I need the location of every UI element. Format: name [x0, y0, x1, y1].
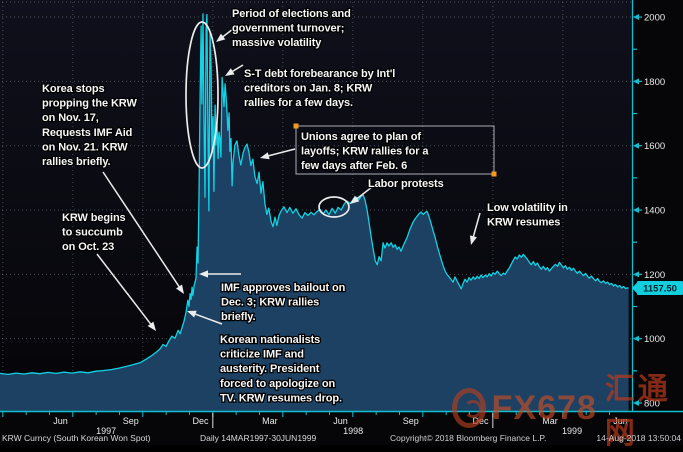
annotation-line: KRW resumes	[487, 217, 560, 229]
price-area	[0, 13, 629, 413]
annotation-arrow-korea-stops-propping	[102, 171, 183, 292]
x-month-label: Jun	[53, 416, 68, 426]
y-axis-label: 800	[644, 398, 660, 409]
annotation-low-volatility[interactable]: Low volatility in KRW resumes	[486, 201, 570, 230]
y-tick-arrow	[633, 271, 639, 278]
footer-period: Daily 14MAR1997-30JUN1999	[200, 433, 317, 443]
x-year-label: 1998	[343, 426, 363, 436]
annotation-line: on Nov. 21. KRW	[42, 141, 128, 153]
y-axis-label: 1800	[644, 77, 665, 88]
annotation-line: Period of elections and	[232, 8, 351, 20]
x-month-label: Mar	[262, 416, 278, 426]
annotation-line: on Oct. 23	[62, 241, 114, 253]
annotation-arrowhead-period-elections	[216, 33, 226, 42]
annotation-arrowhead-unions-layoffs	[260, 152, 270, 160]
x-month-label: Mar	[542, 416, 558, 426]
y-tick-arrow	[633, 399, 639, 406]
annotation-arrowhead-imf-bailout	[199, 270, 208, 278]
annotation-arrowhead-low-volatility	[469, 235, 477, 245]
x-month-label: Dec	[192, 416, 209, 426]
x-month-label: Dec	[473, 416, 490, 426]
last-price-badge[interactable]	[637, 281, 683, 296]
annotation-line: forced to apologize on	[220, 378, 336, 390]
footer-timestamp: 14-Aug-2018 13:50:04	[596, 433, 681, 443]
annotation-line: government turnover;	[232, 23, 344, 35]
annotation-line: Korea stops	[42, 83, 104, 95]
selection-handle[interactable]	[293, 123, 299, 129]
y-axis-label: 1000	[644, 334, 665, 345]
annotation-arrowhead-korean-nationalists	[187, 310, 197, 318]
y-axis-label: 2000	[644, 13, 665, 24]
y-tick-arrow	[633, 142, 639, 149]
y-tick-arrow	[633, 14, 639, 21]
annotation-line: criticize IMF and	[220, 349, 304, 361]
annotation-korean-nationalists[interactable]: Korean nationalists criticize IMF and aust…	[219, 333, 344, 406]
annotation-line: massive volatility	[232, 37, 322, 49]
annotation-line: rallies briefly.	[42, 156, 111, 168]
annotation-line: rallies for a few days.	[244, 97, 353, 109]
annotation-korea-stops-propping[interactable]: Korea stops propping the KRW on Nov. 17, Re…	[41, 82, 139, 170]
labor-protests-ellipse[interactable]	[318, 196, 350, 218]
annotation-unions-layoffs[interactable]: Unions agree to plan of layoffs; KRW rall…	[295, 125, 495, 175]
annotation-line: Requests IMF Aid	[42, 127, 132, 139]
annotation-line: propping the KRW	[42, 98, 137, 110]
footer-copyright: Copyright© 2018 Bloomberg Finance L.P.	[390, 433, 547, 443]
annotation-labor-protests[interactable]: Labor protests	[367, 177, 445, 192]
y-tick-arrow	[633, 335, 639, 342]
annotation-arrowhead-krw-begins-succumb	[147, 321, 156, 331]
annotation-line: to succumb	[62, 227, 123, 239]
annotation-line: Korean nationalists	[220, 334, 320, 346]
annotation-krw-begins-succumb[interactable]: KRW begins to succumb on Oct. 23	[61, 211, 127, 255]
volatility-spike-ellipse[interactable]	[185, 21, 219, 169]
annotation-line: IMF approves bailout on	[221, 282, 346, 294]
footer-instrument: KRW Curncy (South Korean Won Spot)	[2, 433, 151, 443]
annotation-period-elections[interactable]: Period of elections and government turnov…	[231, 7, 352, 51]
annotation-imf-bailout[interactable]: IMF approves bailout on Dec. 3; KRW ralli…	[220, 281, 347, 325]
annotation-arrow-unions-layoffs	[263, 148, 296, 158]
annotation-line: TV. KRW resumes drop.	[220, 392, 342, 404]
annotation-line: on Nov. 17,	[42, 112, 99, 124]
annotation-line: Low volatility in	[487, 202, 568, 214]
annotation-line: KRW begins	[62, 212, 126, 224]
annotation-line: layoffs; KRW rallies for a	[301, 146, 429, 158]
annotation-line: austerity. President	[220, 363, 320, 375]
y-tick-arrow	[633, 207, 639, 214]
annotation-line: Labor protests	[368, 178, 444, 190]
annotation-arrow-korean-nationalists	[190, 311, 223, 325]
annotation-line: S-T debt forebearance by Int'l	[244, 68, 395, 80]
selection-handle[interactable]	[491, 171, 497, 177]
annotation-line: few days after Feb. 6	[301, 160, 407, 172]
x-month-label: Jun	[613, 416, 628, 426]
annotation-arrow-krw-begins-succumb	[96, 253, 155, 329]
x-year-label: 1997	[96, 426, 116, 436]
x-year-label: 1999	[562, 426, 582, 436]
price-line	[0, 13, 629, 376]
x-month-label: Jun	[333, 416, 348, 426]
y-axis-label: 1400	[644, 206, 665, 217]
last-price-badge-pointer	[632, 281, 638, 295]
annotation-st-debt-forebearance[interactable]: S-T debt forebearance by Int'l creditors …	[243, 67, 397, 111]
annotation-line: briefly.	[221, 311, 255, 323]
annotation-arrowhead-st-debt-forebearance	[225, 68, 235, 76]
annotation-arrowhead-labor-protests	[350, 195, 360, 204]
x-month-label: Sep	[403, 416, 419, 426]
x-month-label: Sep	[123, 416, 139, 426]
y-axis-label: 1200	[644, 270, 665, 281]
annotation-line: Unions agree to plan of	[301, 131, 421, 143]
chart-footer: KRW Curncy (South Korean Won Spot) Daily…	[0, 431, 683, 445]
y-tick-arrow	[633, 78, 639, 85]
annotation-line: creditors on Jan. 8; KRW	[244, 83, 373, 95]
annotation-box-unions-layoffs[interactable]	[295, 125, 495, 175]
annotation-line: Dec. 3; KRW rallies	[221, 297, 319, 309]
y-axis-label: 1600	[644, 141, 665, 152]
annotation-arrowhead-korea-stops-propping	[176, 284, 184, 294]
last-price-value: 1157.50	[643, 284, 677, 295]
